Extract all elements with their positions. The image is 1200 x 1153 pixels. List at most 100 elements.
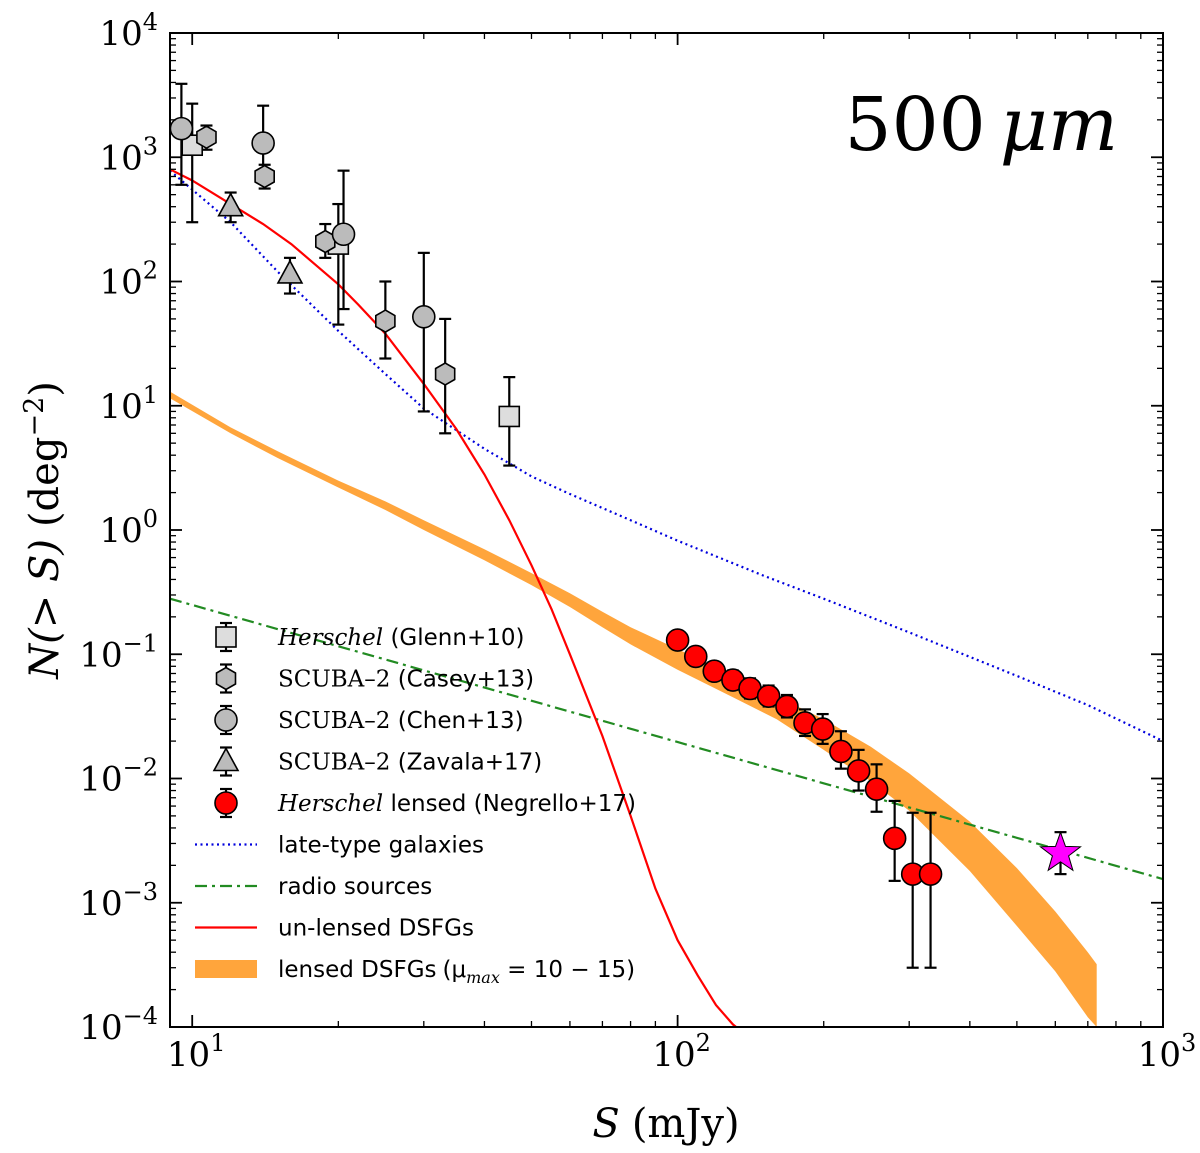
legend-label-italic: Herschel	[277, 791, 390, 817]
y-tick-label: 10−2	[79, 754, 158, 800]
data-point-triangle	[276, 259, 304, 284]
legend-label: Herschel (Glenn+10)	[277, 625, 524, 651]
legend-label-italic: Herschel	[277, 625, 390, 651]
y-tick-label: 104	[99, 8, 158, 54]
tick-label-exponent: 0	[143, 505, 158, 533]
data-point-circle	[810, 717, 835, 741]
legend-entry: radio sources	[195, 874, 432, 900]
legend-label-mu-sub: max	[466, 968, 500, 987]
legend: Herschel (Glenn+10)SCUBA–2 (Casey+13)SCU…	[195, 621, 636, 987]
x-axis-title: S (mJy)	[592, 1101, 739, 1147]
tick-label-base: 10	[1138, 1035, 1181, 1075]
legend-entry: lensed DSFGs (μmax = 10 − 15)	[195, 957, 635, 987]
y-tick-label: 10−4	[79, 1002, 158, 1048]
model-lines-layer	[170, 168, 1163, 1027]
tick-label-exponent: 4	[143, 8, 158, 36]
data-point-circle	[683, 644, 708, 669]
data-point-hexagon	[374, 309, 396, 334]
tick-label-base: 10	[99, 511, 142, 551]
data-point-circle	[918, 862, 943, 886]
ticks-layer	[169, 32, 1164, 1028]
data-point-circle	[829, 739, 853, 764]
data-point-square	[498, 405, 521, 428]
tick-label-exponent: −2	[123, 754, 158, 782]
data-point-circle	[412, 304, 436, 329]
legend-label: un-lensed DSFGs	[278, 916, 474, 942]
legend-label: Herschel lensed (Negrello+17)	[277, 791, 636, 817]
x-tick-label: 102	[652, 1029, 711, 1075]
tick-label-exponent: 3	[1181, 1029, 1196, 1057]
legend-band-swatch	[195, 960, 257, 978]
tick-label-exponent: 3	[143, 132, 158, 160]
legend-entry: SCUBA–2 (Zavala+17)	[212, 746, 542, 777]
tick-label-base: 10	[79, 760, 122, 800]
data-point-circle	[756, 684, 781, 708]
legend-marker-circle	[214, 791, 238, 815]
tick-label-exponent: 1	[210, 1029, 225, 1057]
x-tick-label: 103	[1138, 1029, 1197, 1075]
tick-label-base: 10	[79, 1008, 122, 1048]
data-point-circle	[775, 694, 799, 719]
legend-label: late-type galaxies	[278, 833, 484, 859]
legend-marker-circle	[214, 708, 238, 732]
wavelength-annotation: 500 μm	[844, 82, 1118, 168]
tick-label-base: 10	[99, 14, 142, 54]
line-late-type-galaxies	[170, 169, 1163, 743]
y-tick-label: 102	[99, 257, 158, 303]
legend-label: lensed DSFGs (μmax = 10 − 15)	[278, 957, 635, 987]
legend-label: SCUBA–2 (Zavala+17)	[278, 750, 542, 776]
legend-label-text: (Chen+13)	[398, 708, 524, 734]
legend-entry: un-lensed DSFGs	[195, 916, 474, 942]
y-tick-label: 101	[99, 381, 158, 427]
line-radio-sources	[170, 597, 1163, 881]
legend-label-mu: (μ	[443, 957, 467, 983]
tick-label-base: 10	[99, 387, 142, 427]
legend-label-text: lensed DSFGs	[278, 957, 437, 983]
legend-label-text: late-type galaxies	[278, 833, 484, 859]
data-point-hexagon	[254, 164, 276, 189]
data-point-circle	[331, 222, 356, 247]
legend-marker-square	[215, 626, 237, 648]
data-point-circle	[846, 759, 871, 783]
legend-entry: SCUBA–2 (Casey+13)	[215, 663, 534, 694]
data-point-circle	[251, 131, 275, 155]
legend-label: radio sources	[278, 874, 432, 900]
tick-label-exponent: −4	[123, 1002, 158, 1030]
tick-label-base: 10	[167, 1035, 210, 1075]
legend-entry: Herschel lensed (Negrello+17)	[214, 787, 636, 819]
legend-marker-triangle	[212, 746, 240, 772]
data-point-circle	[882, 826, 907, 851]
tick-label-base: 10	[99, 138, 142, 178]
data-point-circle	[864, 777, 889, 802]
legend-entry: late-type galaxies	[195, 833, 484, 859]
data-point-circle	[665, 628, 690, 652]
tick-label-exponent: −3	[123, 878, 158, 906]
data-point-hexagon	[196, 125, 217, 150]
error-bar	[906, 811, 919, 969]
legend-marker-hexagon	[215, 666, 237, 691]
data-point-star	[1039, 830, 1082, 872]
tick-label-exponent: −1	[123, 629, 158, 657]
error-bar	[417, 251, 430, 413]
legend-label-text: radio sources	[278, 874, 432, 900]
y-tick-label: 10−3	[79, 878, 158, 924]
legend-label-text: (Zavala+17)	[398, 750, 543, 776]
legend-label-serif: SCUBA–2	[278, 667, 398, 693]
tick-label-exponent: 2	[143, 257, 158, 285]
tick-label-exponent: 2	[696, 1029, 711, 1057]
legend-label-text: (Glenn+10)	[390, 625, 524, 651]
legend-label-text: lensed (Negrello+17)	[390, 791, 636, 817]
legend-label: SCUBA–2 (Casey+13)	[278, 667, 534, 693]
legend-label: SCUBA–2 (Chen+13)	[278, 708, 524, 734]
legend-label-serif: SCUBA–2	[278, 750, 398, 776]
x-tick-label: 101	[167, 1029, 226, 1075]
legend-label-serif: SCUBA–2	[278, 708, 398, 734]
tick-label-base: 10	[652, 1035, 695, 1075]
line-un-lensed-dsfgs	[170, 168, 737, 1027]
data-point-triangle	[217, 192, 244, 217]
data-point-circle	[170, 116, 194, 141]
legend-entry: SCUBA–2 (Chen+13)	[214, 704, 524, 736]
error-bar	[186, 102, 199, 224]
